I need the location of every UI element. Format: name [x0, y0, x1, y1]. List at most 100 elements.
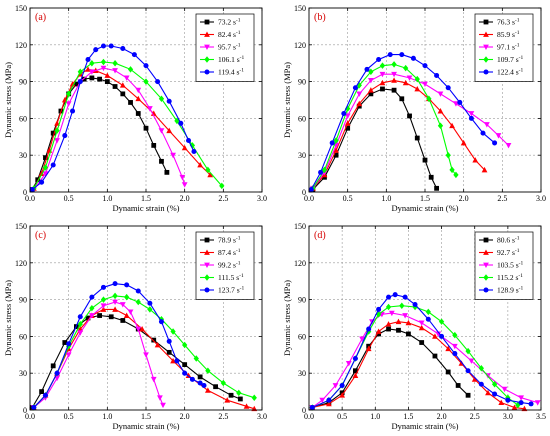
chart-panel-4: 0.0 0.5 1.0 1.5 2.0 2.5 3.0 3.5 0 30 60 90 120 150 Dyn…	[282, 222, 546, 431]
chart-panel-3: 0.0 0.5 1.0 1.5 2.0 2.5 3.0 0 30 60 90 120 150 Dynami…	[3, 222, 267, 431]
data-point	[376, 306, 382, 312]
x-axis-title: Dynamic strain (%)	[391, 421, 458, 431]
legend-entry: 82.4 s-1	[200, 30, 241, 39]
data-point	[143, 63, 149, 69]
data-point	[505, 397, 511, 403]
data-point	[364, 66, 370, 72]
series-line	[33, 283, 205, 408]
series-line	[312, 88, 438, 190]
legend-entry: 78.9 s-1	[200, 236, 241, 245]
x-axis-title: Dynamic strain (%)	[391, 203, 458, 213]
data-point	[352, 85, 358, 91]
data-point	[197, 162, 204, 168]
data-point	[437, 91, 444, 97]
data-point	[112, 299, 118, 306]
x-tick-label: 1.0	[370, 412, 380, 421]
data-point	[164, 169, 170, 175]
data-point	[481, 166, 488, 173]
legend-marker	[204, 44, 210, 50]
data-point	[69, 81, 76, 87]
data-point	[321, 166, 328, 174]
data-point	[434, 185, 439, 191]
data-point	[395, 318, 402, 325]
data-point	[236, 389, 242, 397]
legend-entry: 95.7 s-1	[200, 43, 241, 52]
legend-label: 82.4 s-1	[218, 30, 241, 39]
series-1	[310, 86, 439, 192]
data-point	[352, 355, 358, 362]
data-point	[54, 370, 60, 376]
y-tick-label: 120	[294, 259, 306, 268]
data-point	[112, 292, 118, 300]
data-point	[182, 370, 188, 376]
data-point	[89, 304, 95, 312]
data-point	[333, 147, 339, 153]
legend-label: 119.4 s-1	[218, 68, 244, 77]
data-point	[396, 327, 401, 333]
data-point	[453, 171, 459, 179]
data-point	[205, 367, 211, 374]
legend-marker	[204, 56, 210, 63]
data-point	[437, 122, 444, 129]
data-point	[478, 381, 484, 387]
panel-label: (a)	[35, 12, 46, 23]
data-point	[150, 110, 157, 116]
data-point	[135, 87, 142, 94]
data-point	[77, 79, 83, 85]
data-point	[39, 389, 44, 394]
y-tick-label: 30	[19, 369, 27, 378]
legend-entry: 87.4 s-1	[200, 248, 241, 257]
legend-label: 73.2 s-1	[218, 18, 241, 27]
legend-marker	[483, 287, 489, 293]
data-point	[42, 171, 49, 177]
data-point	[492, 391, 498, 397]
data-point	[322, 174, 327, 180]
data-point	[160, 402, 166, 409]
data-point	[319, 397, 326, 404]
data-point	[174, 358, 180, 364]
legend-entry: 76.3 s-1	[479, 18, 520, 27]
y-axis-title: Dynamic stress (MPa)	[3, 62, 13, 138]
legend: 80.6 s-1 92.7 s-1 103.5 s-1 115.2 s-1 128.9 …	[474, 231, 534, 300]
data-point	[422, 157, 428, 163]
x-tick-label: 3.0	[257, 194, 267, 203]
data-point	[339, 382, 345, 388]
data-point	[128, 100, 133, 105]
data-point	[42, 164, 49, 171]
legend-entry: 73.2 s-1	[200, 18, 241, 27]
x-axis-title: Dynamic strain (%)	[112, 203, 179, 213]
data-point	[243, 403, 250, 409]
legend-label: 92.7 s-1	[497, 248, 520, 257]
data-point	[380, 86, 385, 92]
y-tick-label: 60	[19, 114, 27, 123]
data-point	[170, 357, 176, 364]
legend-label: 115.2 s-1	[497, 273, 523, 282]
x-tick-label: 0.0	[304, 412, 314, 421]
data-point	[483, 122, 490, 128]
data-point	[31, 405, 37, 411]
x-tick-label: 1.5	[141, 194, 151, 203]
data-point	[472, 157, 479, 163]
data-point	[179, 174, 186, 181]
data-point	[422, 81, 428, 88]
data-point	[150, 376, 157, 383]
x-tick-label: 2.0	[459, 194, 469, 203]
data-point	[418, 324, 425, 331]
legend-marker	[204, 274, 210, 281]
data-point	[158, 128, 165, 134]
data-point	[124, 293, 130, 301]
data-point	[89, 59, 95, 67]
data-point	[511, 404, 518, 410]
data-point	[438, 318, 445, 325]
data-point	[376, 331, 381, 337]
data-point	[432, 353, 438, 359]
x-tick-label: 0.5	[337, 412, 347, 421]
legend-label: 111.5 s-1	[218, 273, 244, 282]
data-point	[457, 99, 463, 105]
data-point	[123, 75, 130, 81]
data-point	[339, 392, 346, 398]
data-point	[120, 91, 126, 97]
data-point	[100, 303, 107, 309]
legend-entry: 85.9 s-1	[479, 30, 520, 39]
data-point	[495, 133, 502, 139]
